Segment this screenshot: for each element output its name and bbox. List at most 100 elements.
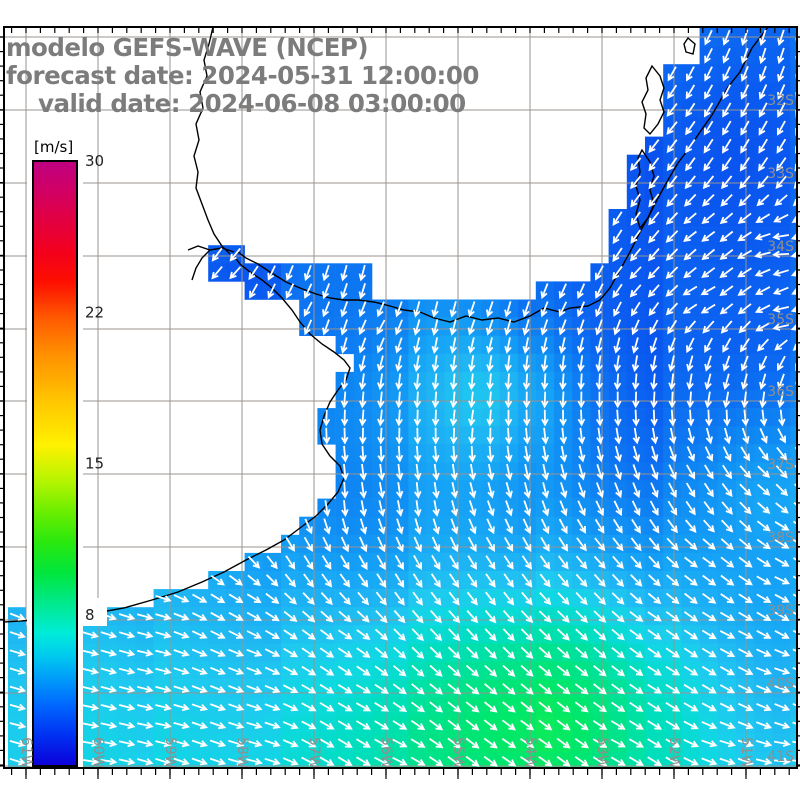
wind-arrow [667, 519, 678, 534]
wind-arrow [191, 648, 208, 657]
wind-arrow [377, 445, 386, 463]
wind-arrow [267, 265, 276, 281]
wind-arrow [431, 373, 440, 391]
wind-arrow [229, 247, 241, 262]
wind-arrow [703, 501, 715, 516]
wind-arrow [341, 482, 349, 499]
wind-arrow [668, 482, 677, 498]
wind-arrow [629, 665, 644, 676]
wind-arrow [756, 611, 772, 622]
wind-arrow [82, 631, 99, 639]
wind-arrow [556, 755, 571, 767]
ocean-cell [790, 480, 796, 499]
wind-arrow [465, 683, 480, 695]
wind-arrow [631, 373, 640, 391]
wind-arrow [136, 613, 154, 621]
wind-arrow [649, 319, 659, 335]
wind-arrow [468, 409, 476, 427]
wind-arrow [191, 757, 208, 766]
wind-arrow [630, 574, 643, 587]
wind-arrow [303, 264, 312, 282]
wind-arrow [429, 628, 443, 642]
wind-arrow [247, 555, 261, 569]
wind-arrow [719, 702, 736, 712]
wind-arrow [486, 373, 494, 391]
wind-arrow [772, 286, 789, 295]
wind-arrow [757, 483, 771, 496]
wind-arrow [155, 649, 172, 657]
ocean-cell [790, 299, 796, 318]
wind-arrow [358, 536, 368, 553]
title-block: modelo GEFS-WAVE (NCEP) forecast date: 2… [6, 33, 479, 118]
wind-arrow [774, 721, 791, 730]
wind-arrow [577, 373, 585, 391]
wind-arrow [704, 29, 713, 46]
wind-arrow [394, 573, 405, 588]
wind-arrow [264, 703, 281, 712]
wind-arrow [282, 757, 299, 766]
wind-arrow [487, 463, 495, 481]
wind-arrow [319, 665, 335, 676]
wind-arrow [648, 211, 660, 226]
wind-arrow [523, 445, 531, 463]
wind-arrow [558, 537, 569, 552]
wind-arrow [541, 445, 550, 463]
wind-arrow [790, 251, 796, 258]
wind-arrow [576, 537, 587, 552]
wind-arrow [411, 664, 425, 677]
wind-arrow [501, 756, 517, 767]
wind-arrow [283, 666, 299, 676]
wind-arrow [100, 703, 118, 711]
wind-arrow [522, 337, 530, 354]
wind-arrow [704, 446, 714, 462]
wind-arrow [118, 739, 136, 748]
wind-arrow [683, 230, 697, 242]
wind-arrow [374, 702, 390, 712]
wind-arrow [374, 756, 390, 766]
wind-arrow [283, 647, 299, 658]
wind-arrow [556, 719, 571, 731]
wind-arrow [355, 720, 372, 730]
wind-arrow [266, 555, 278, 570]
wind-arrow [704, 47, 713, 64]
wind-arrow [683, 683, 699, 694]
ocean-cell [790, 46, 796, 65]
wind-arrow [395, 445, 404, 463]
wind-arrow [595, 337, 603, 354]
wind-arrow [412, 591, 424, 606]
wind-arrow [647, 647, 662, 658]
wind-arrow [228, 685, 245, 694]
wind-arrow [610, 720, 626, 730]
wind-arrow [740, 120, 750, 136]
wind-arrow [392, 683, 407, 695]
wind-arrow [775, 483, 789, 497]
wind-arrow [484, 664, 498, 677]
wind-arrow [666, 139, 678, 154]
wind-arrow [683, 212, 697, 225]
colorbar-tick-labels: 30 22 15 8 [85, 152, 104, 624]
wind-arrow [683, 248, 697, 261]
valid-date: valid date: 2024-06-08 03:00:00 [38, 89, 466, 118]
wind-arrow [595, 265, 604, 281]
wind-arrow [322, 427, 331, 445]
wind-arrow [705, 409, 713, 427]
wind-arrow [630, 175, 642, 190]
wind-arrow [484, 646, 497, 660]
wind-arrow [666, 157, 678, 172]
wind-arrow [377, 409, 385, 427]
wind-arrow [684, 193, 697, 207]
wind-arrow [557, 573, 570, 588]
wind-arrow [720, 193, 733, 207]
wind-arrow [468, 427, 476, 445]
wind-arrow [394, 319, 403, 336]
wind-arrow [375, 610, 388, 624]
wind-arrow [629, 284, 642, 298]
wind-arrow [649, 518, 660, 534]
wind-arrow [559, 373, 567, 391]
wind-arrow [790, 233, 796, 241]
wind-arrow [340, 264, 348, 282]
wind-arrow [486, 337, 494, 354]
wind-arrow [377, 391, 385, 409]
wind-arrow [337, 702, 353, 712]
wind-arrow [754, 268, 771, 277]
